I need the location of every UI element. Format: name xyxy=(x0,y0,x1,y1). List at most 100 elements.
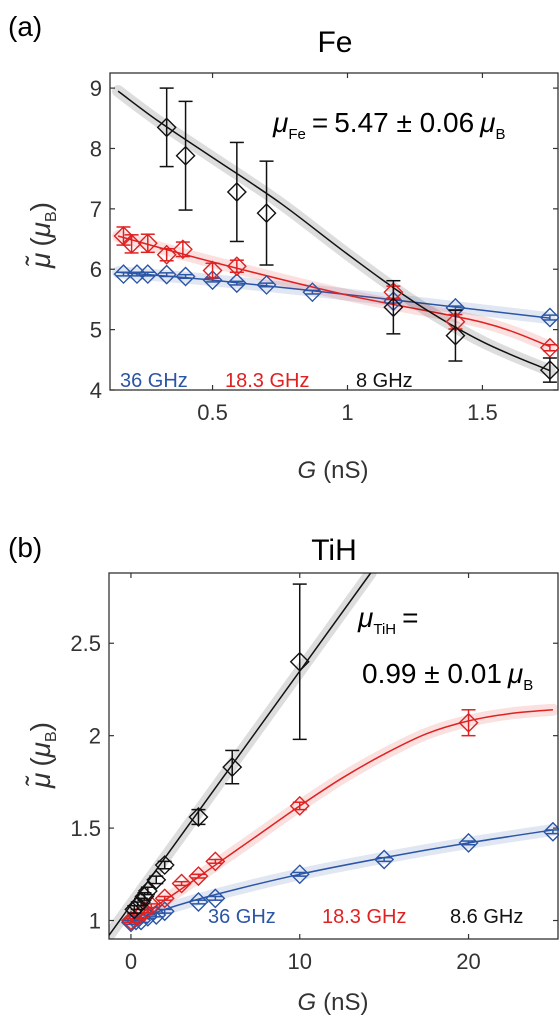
panel-b-legend-18ghz: 18.3 GHz xyxy=(322,906,406,928)
panel-b-ytick-label-3: 2.5 xyxy=(70,631,101,656)
panel-b-legend-86ghz: 8.6 GHz xyxy=(450,906,523,928)
panel-b-s0-diamond-10 xyxy=(458,832,479,853)
panel-b-s1-diamond-7 xyxy=(205,851,226,872)
panel-b-s2-diamond-8 xyxy=(222,757,243,778)
panel-a-ytick-label-3: 7 xyxy=(90,197,102,222)
panel-b-s0-diamond-5 xyxy=(154,901,175,922)
panel-a-s1-point-4 xyxy=(172,239,193,260)
panel-b-s2-diamond-5 xyxy=(146,869,167,890)
panel-b-xtick-label-2: 20 xyxy=(456,949,480,974)
panel-a-s1-point-1 xyxy=(121,233,142,254)
panel-b-s0-point-8 xyxy=(289,864,310,885)
panel-a-s0-point-7 xyxy=(256,274,277,295)
panel-b-annotation-mu: μ xyxy=(357,602,373,633)
panel-a-s0-diamond-8 xyxy=(302,282,323,303)
panel-a-ytick-label-0: 4 xyxy=(90,378,102,403)
panel-b-xtick-label-0: 0 xyxy=(125,949,137,974)
panel-a-s0-diamond-1 xyxy=(126,264,147,285)
panel-b-s1-point-9 xyxy=(458,709,479,737)
panel-a-y-axis-open: ( xyxy=(25,237,56,247)
panel-b-s0-diamond-8 xyxy=(289,864,310,885)
panel-a-annotation-mu-sub: Fe xyxy=(288,126,306,143)
panel-a-title: Fe xyxy=(317,26,352,59)
panel-a-ytick-label-2: 6 xyxy=(90,257,102,282)
panel-a-y-axis-unit-sub: B xyxy=(43,211,60,222)
panel-b-y-axis-close: ) xyxy=(25,722,56,731)
panel-b-s1-diamond-3 xyxy=(141,895,162,916)
panel-a-ytick-label-4: 8 xyxy=(90,136,102,161)
panel-b-y-axis-unit-sub: B xyxy=(43,731,60,742)
panel-a-fits xyxy=(112,85,556,377)
panel-a-s2-diamond-6 xyxy=(539,360,559,381)
panel-a-x-axis-var: G xyxy=(297,457,316,484)
panel-a-y-axis-sym: μ̃ xyxy=(25,253,56,269)
panel-a-s0-point-8 xyxy=(302,282,323,303)
panel-b-annotation-mu-sub: TiH xyxy=(373,621,396,638)
panel-b-s1-point-8 xyxy=(289,795,310,816)
panel-a-s0-point-6 xyxy=(226,273,247,294)
panel-b-x-axis-unit: (nS) xyxy=(323,989,368,1016)
panel-b-y-axis-unit: μ xyxy=(25,742,56,758)
panel-b-s1-diamond-9 xyxy=(458,712,479,733)
panel-b-s1-point-4 xyxy=(154,888,175,909)
panel-a-s1-point-6 xyxy=(226,256,247,277)
panel-a-fit-line-1 xyxy=(117,235,551,348)
panel-a-mu-annotation: μFe = 5.47 ± 0.06 μB xyxy=(272,107,506,143)
panel-b-s0-point-10 xyxy=(458,832,479,853)
panel-b-ytick-label-0: 1 xyxy=(89,909,101,934)
panel-b-series-layer xyxy=(109,573,559,939)
panel-b-ytick-label-1: 1.5 xyxy=(70,816,101,841)
panel-a-s2-diamond-3 xyxy=(256,203,277,224)
panel-b-s1-diamond-8 xyxy=(289,795,310,816)
panel-a-s2-point-1 xyxy=(175,100,196,211)
panel-b-annotation-unit: μ xyxy=(507,658,523,689)
panel-b-s1-point-5 xyxy=(171,873,192,894)
panel-b-s2-diamond-3 xyxy=(134,886,155,907)
panel-a-s1-diamond-1 xyxy=(121,233,142,254)
panel-a-label: (a) xyxy=(8,11,42,42)
panel-b-s0-point-7 xyxy=(205,888,226,909)
panel-a-s2-diamond-1 xyxy=(175,145,196,166)
panel-a-s2-point-2 xyxy=(226,141,247,243)
panel-b-xtick-label-1: 10 xyxy=(287,949,311,974)
panel-a-annotation-mu: μ xyxy=(272,107,288,138)
panel-b-annotation-unit-sub: B xyxy=(523,677,533,694)
panel-b-mu-annotation-line2: 0.99 ± 0.01 μB xyxy=(362,658,533,694)
panel-a-xtick-label-2: 1.5 xyxy=(467,400,498,425)
panel-a-fit-line-2 xyxy=(117,90,551,372)
panel-a-annotation-value: 5.47 ± 0.06 xyxy=(334,107,474,138)
panel-b-annotation-value: 0.99 ± 0.01 xyxy=(362,658,502,689)
panel-b-s2-diamond-1 xyxy=(127,895,148,916)
panel-a-s0-diamond-6 xyxy=(226,273,247,294)
panel-b-s0-point-6 xyxy=(188,892,209,913)
panel-a-x-axis-unit: (nS) xyxy=(323,457,368,484)
panel-b-points xyxy=(120,583,559,933)
panel-b-s2-diamond-6 xyxy=(154,855,175,876)
panel-b-s2-diamond-7 xyxy=(188,807,209,827)
panel-a-s1-diamond-6 xyxy=(226,256,247,277)
panel-a-s2-point-5 xyxy=(445,309,466,362)
panel-a-annotation-unit-sub: B xyxy=(495,126,505,143)
panel-b-mu-annotation-line1: μTiH = xyxy=(357,602,418,638)
panel-b-s2-point-5 xyxy=(146,869,167,890)
panel-a-s1-diamond-4 xyxy=(172,239,193,260)
panel-a-ticks-layer: 0.5 1 1.5 4 5 6 7 8 9 xyxy=(90,73,558,425)
panel-b-s1-diamond-5 xyxy=(171,873,192,894)
panel-a-s1-diamond-3 xyxy=(156,244,177,265)
panel-b-s1-diamond-0 xyxy=(120,910,141,931)
panel-a-s2-diamond-5 xyxy=(445,325,466,346)
panel-b-legend-36ghz: 36 GHz xyxy=(208,906,276,928)
panel-b-s2-point-6 xyxy=(154,855,175,876)
panel-b-s2-diamond-9 xyxy=(289,651,310,672)
panel-b-x-axis-var: G xyxy=(297,989,316,1016)
panel-b-x-axis-label: G (nS) xyxy=(297,989,368,1016)
panel-a-s1-point-5 xyxy=(202,260,223,281)
panel-a-x-axis-label: G (nS) xyxy=(297,457,368,484)
panel-a-s2-diamond-4 xyxy=(383,297,404,318)
panel-a-annotation-equals: = xyxy=(312,107,328,138)
panel-a-y-axis-label: μ̃ (μB) xyxy=(25,202,60,269)
panel-b-s1-diamond-6 xyxy=(188,866,209,887)
panel-a-s1-diamond-2 xyxy=(137,233,158,254)
